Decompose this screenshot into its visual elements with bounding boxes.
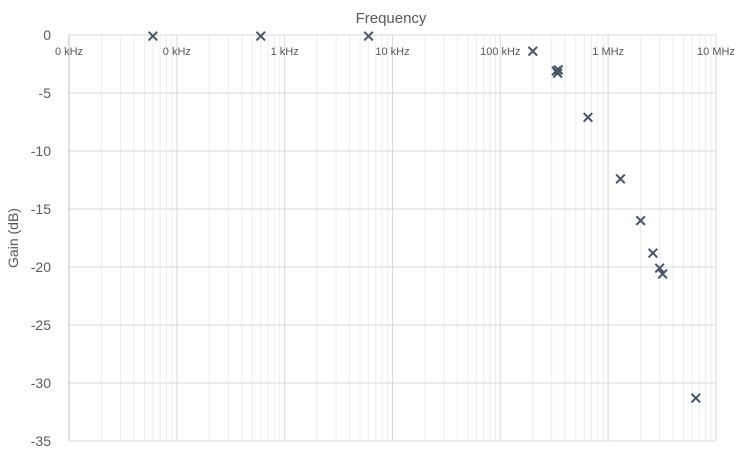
data-point: [527, 46, 538, 57]
data-point: [255, 31, 266, 42]
y-tick-label: -25: [31, 317, 51, 333]
x-tick-label: 1 MHz: [592, 46, 624, 58]
data-point: [147, 31, 158, 42]
data-point: [657, 268, 668, 279]
y-tick-label: -15: [31, 201, 51, 217]
chart-title: Frequency: [356, 10, 427, 27]
data-point: [647, 248, 658, 259]
data-points: [147, 31, 701, 404]
data-point: [582, 112, 594, 123]
tick-labels: 0 -5 -10 -15 -20 -25 -30 -35 0 kHz 0 kHz 1 kHz 10 k…: [31, 27, 735, 449]
x-tick-label: 10 kHz: [375, 46, 409, 58]
y-axis-label: Gain (dB): [5, 208, 21, 268]
y-tick-label: -10: [31, 143, 51, 159]
data-point: [553, 64, 564, 75]
y-tick-label: -35: [31, 433, 51, 449]
x-tick-label: 100 kHz: [480, 46, 520, 58]
y-tick-label: 0: [43, 27, 51, 43]
x-tick-label: 0 kHz: [163, 46, 191, 58]
data-point: [690, 393, 701, 404]
x-tick-label: 10 MHz: [697, 46, 735, 58]
y-tick-label: -30: [31, 375, 51, 391]
x-tick-label: 0 kHz: [55, 46, 83, 58]
data-point: [635, 215, 646, 226]
data-point: [615, 173, 626, 184]
data-point: [363, 31, 374, 42]
gridlines: [68, 34, 717, 442]
data-point: [654, 263, 665, 274]
y-tick-label: -20: [31, 259, 51, 275]
y-tick-label: -5: [39, 85, 52, 101]
x-tick-label: 1 kHz: [271, 46, 299, 58]
